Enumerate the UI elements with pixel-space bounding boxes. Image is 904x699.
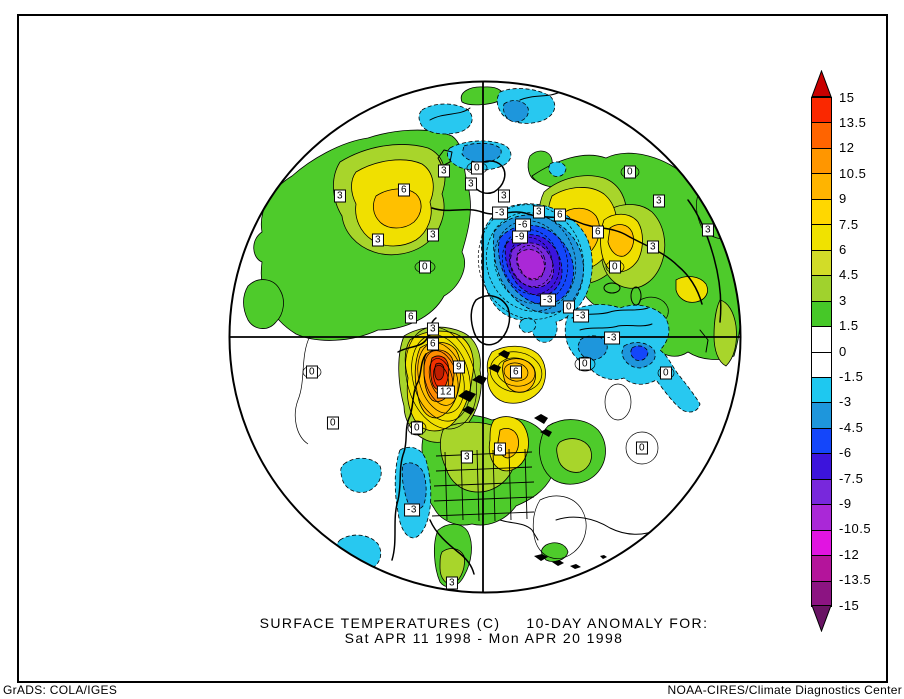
colorbar-tick-label: -15: [839, 597, 860, 613]
colorbar-tick-label: -1.5: [839, 368, 864, 384]
colorbar-segments: [811, 97, 832, 607]
colorbar-tick-label: 6: [839, 241, 847, 257]
colorbar-tick-label: -3: [839, 394, 852, 410]
colorbar-tick-label: -7.5: [839, 470, 864, 486]
colorbar-tick-label: -13.5: [839, 572, 872, 588]
colorbar-segment: [812, 148, 831, 175]
colorbar-segment: [812, 301, 831, 328]
plot-border: [17, 14, 888, 683]
map-title-anomaly: 10-DAY ANOMALY FOR:: [526, 615, 709, 631]
colorbar-segment: [812, 505, 831, 531]
colorbar-tick-label: -9: [839, 495, 852, 511]
colorbar: 15 13.5 12 10.5 9 7.5 6 4.5 3 1.5 0 -1.5 -3 -4.5 -6 -7.…: [811, 70, 903, 632]
colorbar-tick-label: 1.5: [839, 318, 859, 334]
coastlines: [391, 91, 722, 575]
colorbar-segment: [812, 327, 831, 353]
map-title-dates: Sat APR 11 1998 - Mon APR 20 1998: [344, 630, 624, 646]
grads-credit: GrADS: COLA/IGES: [3, 683, 118, 697]
colorbar-tick-label: 9: [839, 191, 847, 207]
title-block: SURFACE TEMPERATURES (C) 10-DAY ANOMALY F…: [164, 616, 804, 646]
colorbar-segment: [812, 276, 831, 302]
colorbar-segment: [812, 530, 831, 557]
colorbar-segment: [812, 225, 831, 251]
colorbar-tick-label: 10.5: [839, 165, 867, 181]
colorbar-segment: [812, 581, 831, 607]
colorbar-tick-label: 13.5: [839, 114, 867, 130]
map-boundary-circle: [228, 80, 742, 594]
colorbar-tick-label: 4.5: [839, 267, 859, 283]
colorbar-segment: [812, 479, 831, 506]
colorbar-tick-label: 7.5: [839, 216, 859, 232]
colorbar-tick-label: 3: [839, 292, 847, 308]
colorbar-segment: [812, 454, 831, 480]
colorbar-tick-label: -12: [839, 546, 860, 562]
map-title-variable: SURFACE TEMPERATURES (C): [259, 615, 501, 631]
colorbar-segment: [812, 98, 831, 124]
colorbar-segment: [812, 174, 831, 200]
colorbar-arrow-down: [811, 605, 832, 632]
colorbar-segment: [812, 352, 831, 378]
colorbar-segment: [812, 403, 831, 429]
colorbar-tick-label: 12: [839, 140, 855, 156]
colorbar-tick-label: 15: [839, 89, 855, 105]
colorbar-segment: [812, 556, 831, 582]
colorbar-tick-label: 0: [839, 343, 847, 359]
noaa-credit: NOAA-CIRES/Climate Diagnostics Center: [667, 683, 902, 697]
colorbar-arrow-up: [811, 70, 832, 97]
map-title-line1: SURFACE TEMPERATURES (C) 10-DAY ANOMALY F…: [164, 616, 804, 631]
colorbar-segment: [812, 250, 831, 277]
colorbar-segment: [812, 123, 831, 149]
colorbar-tick-label: -4.5: [839, 419, 864, 435]
colorbar-tick-label: -6: [839, 445, 852, 461]
colorbar-tick-label: -10.5: [839, 521, 872, 537]
colorbar-segment: [812, 428, 831, 455]
colorbar-segment: [812, 377, 831, 404]
colorbar-segment: [812, 199, 831, 226]
